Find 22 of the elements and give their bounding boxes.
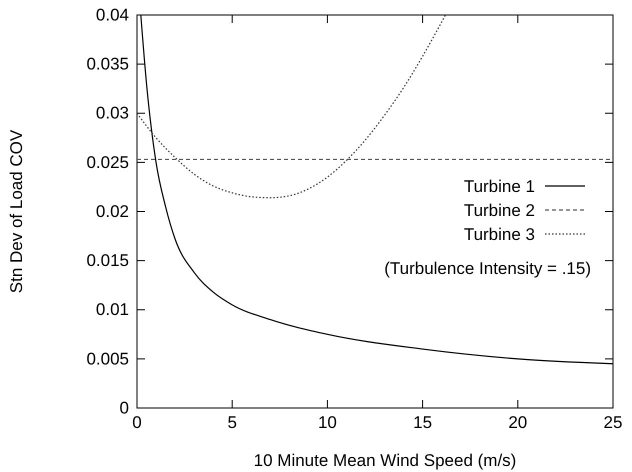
line-series [137, 15, 446, 198]
y-tick-label: 0 [120, 398, 129, 418]
x-tick-label: 0 [132, 413, 142, 432]
y-tick-label: 0.025 [86, 152, 129, 172]
y-tick-label: 0.015 [86, 251, 129, 270]
x-axis-title: 10 Minute Mean Wind Speed (m/s) [254, 451, 516, 470]
x-tick-label: 10 [318, 413, 337, 432]
x-tick-label: 15 [413, 413, 432, 432]
y-tick-label: 0.02 [96, 202, 129, 221]
y-axis-title: Stn Dev of Load COV [7, 129, 26, 294]
y-tick-label: 0.04 [96, 5, 129, 24]
legend-label: Turbine 1 [464, 177, 535, 196]
y-tick-label: 0.01 [96, 300, 129, 320]
y-tick-label: 0.03 [96, 104, 129, 123]
y-tick-label: 0.005 [86, 349, 129, 368]
legend-label: Turbine 3 [464, 225, 535, 244]
y-tick-label: 0.035 [86, 54, 129, 74]
legend-label: Turbine 2 [464, 201, 535, 220]
x-tick-label: 20 [508, 413, 528, 432]
x-tick-label: 5 [227, 413, 237, 432]
annotation: (Turbulence Intensity = .15) [384, 259, 591, 278]
x-tick-label: 25 [604, 413, 622, 432]
